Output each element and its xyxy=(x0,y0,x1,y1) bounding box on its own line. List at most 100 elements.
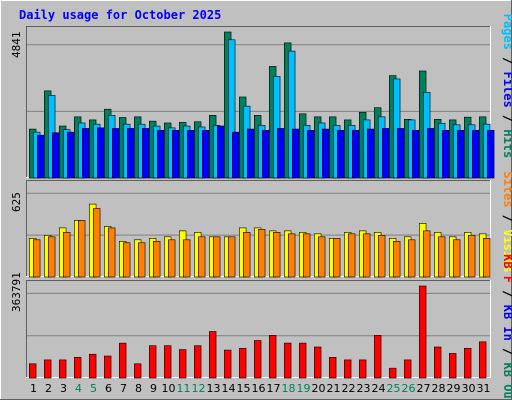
legend-panel3: KB F / KB In / KB Out xyxy=(501,254,512,400)
bar-sites-day-13 xyxy=(213,236,221,278)
bar-sites-day-10 xyxy=(168,239,176,278)
bar-files-day-14 xyxy=(228,39,236,179)
legend-panel2: Sites / Visits xyxy=(501,171,512,272)
x-tick-label: 18 xyxy=(282,382,296,395)
x-tick-label: 28 xyxy=(432,382,446,395)
bar-kbytes-day-20 xyxy=(313,346,322,379)
x-tick-label: 22 xyxy=(342,382,356,395)
bar-kbytes-day-18 xyxy=(283,342,292,379)
bar-kbytes-day-5 xyxy=(89,353,97,379)
bar-sites-day-18 xyxy=(287,233,296,278)
bar-kbytes-day-26 xyxy=(403,359,412,379)
bar-sites-day-11 xyxy=(183,239,191,278)
x-tick-label: 11 xyxy=(177,382,191,395)
bar-sites-day-15 xyxy=(243,232,251,278)
bar-kbytes-day-29 xyxy=(448,353,457,379)
x-tick-label: 13 xyxy=(207,382,221,395)
bar-sites-day-22 xyxy=(347,233,356,278)
x-tick-label: 25 xyxy=(387,382,401,395)
bar-pages-day-22 xyxy=(351,130,360,179)
x-tick-label: 14 xyxy=(222,382,236,395)
bar-kbytes-day-31 xyxy=(478,341,487,379)
bar-pages-day-19 xyxy=(306,130,315,179)
bar-kbytes-day-16 xyxy=(254,340,262,379)
x-tick-label: 2 xyxy=(45,382,52,395)
bar-kbytes-day-25 xyxy=(388,367,397,379)
bar-pages-day-31 xyxy=(486,130,495,179)
bar-kbytes-day-6 xyxy=(104,355,112,379)
bar-pages-day-3 xyxy=(67,131,75,179)
bar-kbytes-day-30 xyxy=(463,347,472,379)
bar-kbytes-day-19 xyxy=(298,342,307,379)
legend-separator: / xyxy=(501,341,512,363)
bar-pages-day-7 xyxy=(127,128,135,179)
bar-sites-day-7 xyxy=(123,242,131,278)
bar-sites-day-4 xyxy=(78,220,86,278)
legend-entry: KB In xyxy=(501,305,512,341)
bar-pages-day-13 xyxy=(217,125,225,179)
bar-sites-day-31 xyxy=(482,238,491,278)
x-tick-label: 7 xyxy=(120,382,127,395)
y-max-label: 4841 xyxy=(10,32,23,59)
bar-sites-day-24 xyxy=(377,235,386,278)
bar-pages-day-11 xyxy=(187,130,195,179)
bar-pages-day-20 xyxy=(321,128,330,179)
panel-visits-sites: 625 xyxy=(10,180,491,278)
x-tick-label: 3 xyxy=(60,382,67,395)
bar-kbytes-day-21 xyxy=(328,357,337,379)
y-max-label: 363791 xyxy=(10,272,23,312)
bar-kbytes-day-24 xyxy=(373,335,382,379)
bar-kbytes-day-11 xyxy=(179,349,187,379)
x-tick-label: 29 xyxy=(447,382,461,395)
legend-entry: KB Out xyxy=(501,363,512,400)
bar-sites-day-28 xyxy=(437,236,446,278)
bar-sites-day-17 xyxy=(272,232,281,278)
legend-separator: / xyxy=(501,108,512,130)
x-tick-label: 8 xyxy=(135,382,142,395)
bar-sites-day-27 xyxy=(422,230,431,278)
x-tick-label: 21 xyxy=(327,382,341,395)
bar-sites-day-25 xyxy=(392,240,401,278)
legend-entry: KB F xyxy=(501,254,512,283)
legend-entry: Sites xyxy=(501,171,512,207)
bar-pages-day-6 xyxy=(112,128,120,179)
bar-sites-day-30 xyxy=(467,235,476,278)
bar-sites-day-9 xyxy=(153,240,161,278)
bar-sites-day-2 xyxy=(47,236,56,278)
legend-entry: Files xyxy=(501,72,512,108)
bar-kbytes-day-23 xyxy=(358,359,367,379)
x-tick-label: 15 xyxy=(237,382,251,395)
bar-pages-day-10 xyxy=(172,130,180,179)
legend-separator: / xyxy=(501,283,512,305)
bar-sites-day-5 xyxy=(93,208,101,278)
bar-pages-day-29 xyxy=(456,130,465,179)
panel-hits-files-pages: 4841 xyxy=(10,26,495,179)
x-tick-label: 12 xyxy=(192,382,206,395)
x-tick-label: 16 xyxy=(252,382,266,395)
x-tick-label: 24 xyxy=(372,382,386,395)
bar-sites-day-19 xyxy=(302,233,311,278)
bar-pages-day-18 xyxy=(291,128,300,179)
legend-panel1: Pages / Files / Hits xyxy=(501,14,512,159)
bar-sites-day-14 xyxy=(228,236,236,278)
bar-sites-day-26 xyxy=(407,239,416,278)
x-tick-label: 10 xyxy=(162,382,176,395)
bar-sites-day-3 xyxy=(62,232,71,278)
bar-kbytes-day-14 xyxy=(224,349,232,379)
bar-pages-day-5 xyxy=(97,127,105,179)
legend-entry: Pages xyxy=(501,14,512,50)
x-tick-label: 20 xyxy=(312,382,326,395)
x-tick-label: 17 xyxy=(267,382,281,395)
bar-pages-day-21 xyxy=(336,130,345,179)
bar-kbytes-day-9 xyxy=(149,345,157,379)
bar-pages-day-17 xyxy=(276,128,285,179)
bar-kbytes-day-2 xyxy=(43,359,52,379)
x-tick-label: 6 xyxy=(105,382,112,395)
x-tick-label: 27 xyxy=(417,382,431,395)
bar-kbytes-day-28 xyxy=(433,346,442,379)
bar-sites-day-16 xyxy=(257,229,266,278)
bar-sites-day-20 xyxy=(317,236,326,278)
bar-pages-day-14 xyxy=(232,131,240,179)
x-tick-label: 31 xyxy=(477,382,491,395)
bar-pages-day-16 xyxy=(261,130,270,179)
